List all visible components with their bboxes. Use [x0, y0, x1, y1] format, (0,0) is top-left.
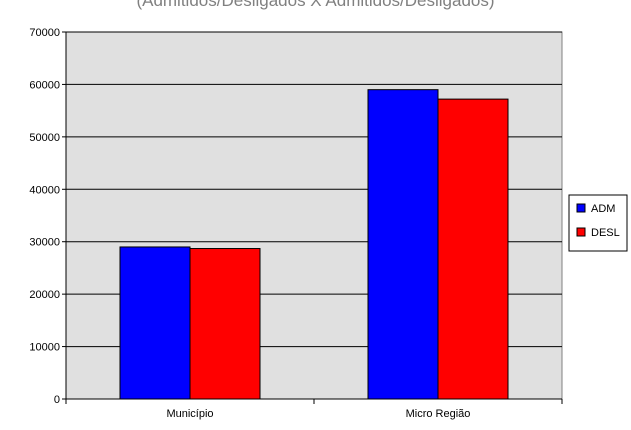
- bar-desl: [189, 248, 261, 400]
- y-tick-label: 20000: [29, 289, 60, 301]
- y-tick-label: 50000: [29, 132, 60, 144]
- legend-label-adm: ADM: [591, 203, 615, 215]
- bar-adm: [367, 89, 439, 400]
- x-tick-label: Município: [166, 408, 213, 420]
- y-tick-label: 10000: [29, 342, 60, 354]
- y-tick-label: 60000: [29, 79, 60, 91]
- legend-swatch-desl: [576, 227, 586, 237]
- x-tick-label: Micro Região: [406, 408, 471, 420]
- y-tick-label: 70000: [29, 27, 60, 39]
- chart-title: (Admitidos/Desligados X Admitidos/Deslig…: [136, 0, 495, 10]
- legend-label-desl: DESL: [591, 227, 620, 239]
- y-tick-label: 0: [54, 394, 60, 406]
- y-tick-label: 40000: [29, 184, 60, 196]
- legend-swatch-adm: [576, 203, 586, 213]
- y-tick-label: 30000: [29, 237, 60, 249]
- bar-adm: [119, 246, 191, 400]
- bar-desl: [437, 98, 509, 400]
